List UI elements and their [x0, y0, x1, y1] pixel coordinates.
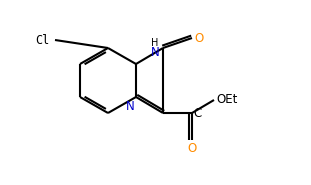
Text: H: H — [151, 38, 159, 48]
Text: O: O — [187, 142, 197, 155]
Text: Cl: Cl — [36, 33, 50, 46]
Text: N: N — [126, 100, 135, 113]
Text: C: C — [193, 107, 201, 120]
Text: O: O — [194, 31, 203, 45]
Text: OEt: OEt — [216, 92, 237, 105]
Text: N: N — [151, 46, 159, 58]
